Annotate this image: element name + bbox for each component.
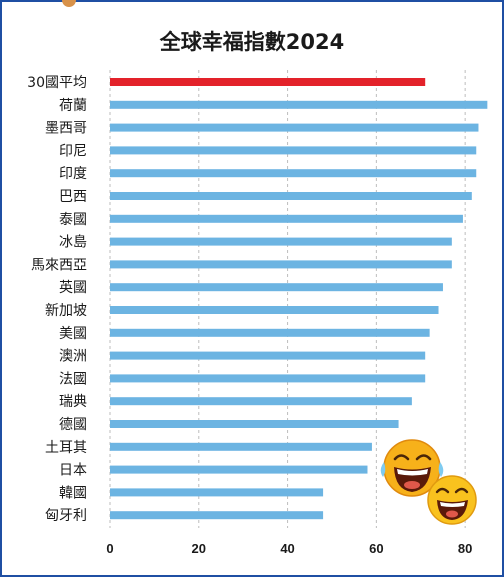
corner-decoration [62, 0, 76, 7]
category-label: 30國平均 [27, 75, 87, 91]
category-label: 匈牙利 [45, 508, 87, 524]
bar [110, 397, 412, 406]
laughing-emoji-small-icon [427, 475, 477, 525]
bar [110, 237, 452, 246]
x-tick-label: 80 [458, 541, 472, 556]
category-label: 馬來西亞 [31, 257, 87, 273]
bar [110, 260, 452, 269]
bar [110, 511, 324, 520]
chart-title: 全球幸福指數2024 [159, 30, 345, 54]
bar [110, 192, 472, 200]
bars [110, 78, 488, 520]
category-label: 日本 [59, 463, 87, 479]
bar [110, 488, 324, 497]
laughing-emoji-large-icon [380, 439, 444, 497]
bar [110, 442, 372, 451]
bar [110, 100, 488, 109]
bar [110, 214, 463, 223]
category-label: 荷蘭 [59, 98, 87, 114]
category-label: 韓國 [59, 485, 87, 501]
category-label: 瑞典 [59, 394, 87, 410]
category-label: 印尼 [59, 143, 87, 159]
bar [110, 465, 368, 474]
bar [110, 420, 399, 428]
category-label: 墨西哥 [45, 121, 87, 137]
category-label: 新加坡 [45, 303, 87, 319]
category-label: 土耳其 [45, 440, 87, 456]
category-label: 巴西 [59, 189, 87, 205]
bar [110, 351, 426, 360]
bar [110, 169, 477, 178]
category-label: 印度 [59, 166, 87, 182]
gridlines [109, 70, 466, 528]
category-label: 冰島 [59, 235, 87, 251]
category-label: 英國 [59, 279, 87, 296]
x-tick-label: 20 [192, 541, 206, 556]
category-label: 澳洲 [59, 349, 87, 365]
x-tick-label: 0 [106, 541, 113, 556]
bar-average [110, 78, 426, 86]
tick-labels: 0 20 40 60 80 [106, 541, 472, 556]
bar [110, 123, 479, 132]
category-label: 泰國 [59, 212, 87, 228]
category-label: 法國 [59, 371, 87, 387]
bar [110, 328, 430, 337]
category-labels: 30國平均荷蘭墨西哥印尼印度巴西泰國冰島馬來西亞英國新加坡美國澳洲法國瑞典德國土… [27, 75, 87, 524]
bar [110, 374, 426, 383]
category-label: 美國 [59, 326, 87, 342]
category-label: 德國 [59, 417, 87, 433]
bar [110, 283, 443, 292]
bar [110, 146, 477, 155]
x-tick-label: 60 [369, 541, 383, 556]
x-tick-label: 40 [280, 541, 294, 556]
bar [110, 306, 439, 314]
